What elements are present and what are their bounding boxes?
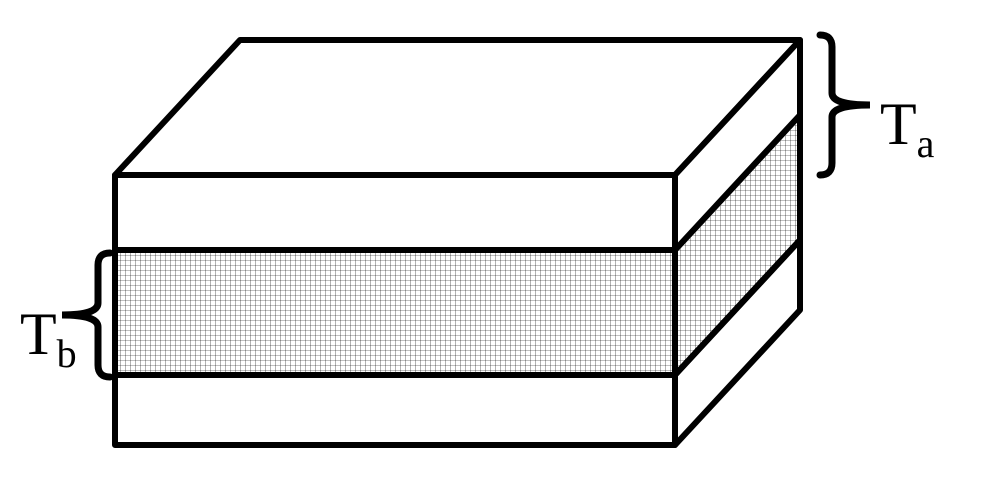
label-Ta: Ta — [880, 90, 934, 167]
label-Tb-main: T — [20, 301, 57, 367]
label-Ta-main: T — [880, 91, 917, 157]
label-Tb: Tb — [20, 300, 77, 377]
label-Tb-sub: b — [57, 331, 77, 376]
layered-block-diagram: Ta Tb — [0, 0, 1000, 502]
label-Ta-sub: a — [917, 121, 935, 166]
diagram-svg — [0, 0, 1000, 502]
